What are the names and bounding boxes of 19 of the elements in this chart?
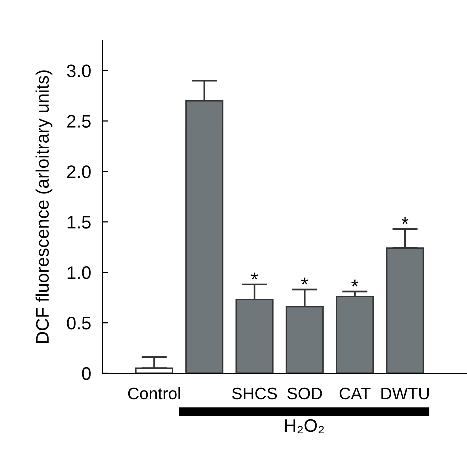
y-tick-label: 1.0 [68, 266, 91, 280]
y-tick-label: 2.5 [67, 115, 91, 128]
y-tick-label: 3.0 [67, 64, 91, 78]
x-tick-label: SHCS [232, 388, 278, 400]
y-tick-label: 0.5 [67, 316, 91, 330]
annotation: * [402, 217, 409, 224]
x-tick-label: SOD [288, 388, 322, 400]
y-tick-label: 2.0 [67, 166, 91, 178]
x-tick-label: DWTU [382, 388, 429, 400]
x-tick-label: CAT [340, 388, 371, 400]
x-tick-label: Control [128, 387, 180, 400]
y-tick-label: 0 [82, 367, 91, 380]
y-axis-title: DCF fluorescence (arloitrary units) [36, 70, 53, 343]
bar [336, 296, 374, 374]
y-tick-label: 1.5 [68, 216, 91, 229]
text: H₂O₂ [285, 419, 324, 434]
annotation: * [352, 280, 359, 287]
annotation: * [251, 272, 258, 280]
annotation: * [301, 278, 308, 285]
